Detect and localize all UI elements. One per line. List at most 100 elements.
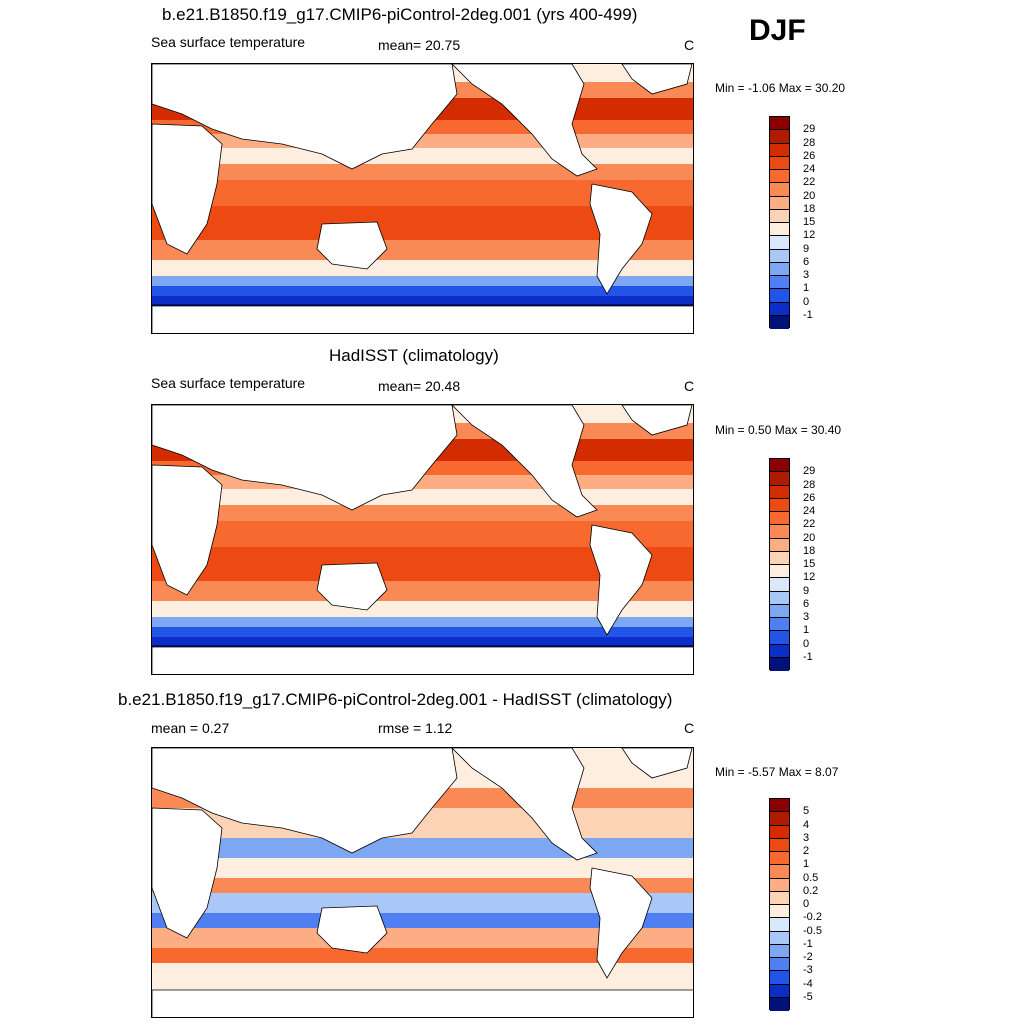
colorbar-level-label: 1 <box>803 858 810 871</box>
colorbar-swatch <box>770 618 789 632</box>
colorbar-level-label: 6 <box>803 255 810 268</box>
colorbar-swatch <box>770 236 789 250</box>
colorbar-level-label: 9 <box>803 242 810 255</box>
colorbar-level-label: 0 <box>803 637 810 650</box>
colorbar-level-label: 20 <box>803 189 816 202</box>
colorbar-swatch <box>770 958 789 972</box>
land-mass <box>152 807 223 939</box>
panel-1-colorbar <box>769 116 790 329</box>
colorbar-level-label: 12 <box>803 229 816 242</box>
panel-1-minmax: Min = -1.06 Max = 30.20 <box>715 81 846 95</box>
land-mass <box>152 305 693 333</box>
panel-2-left-label: Sea surface temperature <box>151 375 306 391</box>
land-mass <box>152 64 458 170</box>
colorbar-swatch <box>770 891 789 905</box>
ocean-band <box>152 286 693 296</box>
colorbar-swatch <box>770 551 789 565</box>
colorbar-level-label: 15 <box>803 216 816 228</box>
colorbar-swatch <box>770 997 789 1011</box>
panel-2-colorbar <box>769 458 790 671</box>
colorbar-swatch <box>770 117 789 131</box>
colorbar-level-label: 26 <box>803 491 816 504</box>
panel-1-sst-map <box>151 63 694 334</box>
panel-3-difference-map <box>151 747 694 1018</box>
panel-2-units: C <box>684 378 695 394</box>
colorbar-level-label: 28 <box>803 478 816 491</box>
colorbar-swatch <box>770 262 789 276</box>
ocean-band <box>152 505 693 521</box>
colorbar-swatch <box>770 209 789 223</box>
colorbar-swatch <box>770 143 789 157</box>
panel-3-units: C <box>684 720 695 736</box>
panel-1-units: C <box>684 37 695 53</box>
colorbar-swatch <box>770 472 789 486</box>
colorbar-swatch <box>770 223 789 237</box>
colorbar-swatch <box>770 276 789 290</box>
panel-1-left-label: Sea surface temperature <box>151 34 306 50</box>
colorbar-level-label: 22 <box>803 518 816 531</box>
panel-2-minmax: Min = 0.50 Max = 30.40 <box>715 423 842 437</box>
panel-3-rmse: rmse = 1.12 <box>378 720 453 736</box>
land-mass <box>621 405 693 436</box>
colorbar-level-label: 29 <box>803 465 816 478</box>
ocean-band <box>152 296 693 304</box>
colorbar-level-label: 5 <box>803 805 810 818</box>
colorbar-swatch <box>770 657 789 671</box>
ocean-band <box>152 260 693 276</box>
colorbar-swatch <box>770 631 789 645</box>
ocean-band <box>152 617 693 627</box>
colorbar-level-label: 29 <box>803 123 816 136</box>
ocean-band <box>152 858 693 878</box>
ocean-band <box>152 164 693 180</box>
ocean-band <box>152 893 693 913</box>
colorbar-level-label: 0.2 <box>803 884 819 897</box>
colorbar-level-label: 0 <box>803 295 810 308</box>
colorbar-level-label: 26 <box>803 149 816 162</box>
colorbar-level-label: -0.5 <box>803 924 822 937</box>
panel-1-title: b.e21.B1850.f19_g17.CMIP6-piControl-2deg… <box>162 5 638 24</box>
colorbar-swatch <box>770 812 789 826</box>
colorbar-swatch <box>770 249 789 263</box>
land-mass <box>152 646 693 674</box>
colorbar-level-label: 6 <box>803 597 810 610</box>
land-mass <box>589 524 653 636</box>
colorbar-level-label: -4 <box>803 977 813 990</box>
colorbar-level-label: 22 <box>803 176 816 189</box>
panel-3-minmax: Min = -5.57 Max = 8.07 <box>715 765 839 779</box>
ocean-band <box>152 627 693 637</box>
colorbar-level-label: 18 <box>803 544 816 557</box>
colorbar-level-label: -1 <box>803 937 813 950</box>
ocean-band <box>152 601 693 617</box>
colorbar-level-label: -1 <box>803 308 813 321</box>
colorbar-swatch <box>770 799 789 813</box>
colorbar-swatch <box>770 302 789 316</box>
land-mass <box>451 748 598 861</box>
ocean-band <box>152 913 693 928</box>
colorbar-swatch <box>770 591 789 605</box>
colorbar-level-label: 24 <box>803 163 816 175</box>
ocean-band <box>152 276 693 286</box>
colorbar-level-label: 3 <box>803 831 810 844</box>
colorbar-level-label: 0 <box>803 898 810 910</box>
ocean-band <box>152 637 693 645</box>
colorbar-swatch <box>770 984 789 998</box>
land-mass <box>152 123 223 255</box>
land-mass <box>621 748 693 779</box>
colorbar-level-label: 3 <box>803 611 810 623</box>
ocean-band <box>152 148 693 164</box>
ocean-band <box>152 581 693 601</box>
colorbar-level-label: 1 <box>803 624 810 637</box>
land-mass <box>152 989 693 1017</box>
ocean-band <box>152 928 693 948</box>
colorbar-swatch <box>770 905 789 919</box>
colorbar-swatch <box>770 196 789 210</box>
colorbar-swatch <box>770 918 789 932</box>
colorbar-level-label: 24 <box>803 505 816 517</box>
panel-2-mean: mean= 20.48 <box>378 378 461 394</box>
colorbar-swatch <box>770 498 789 512</box>
colorbar-level-label: -2 <box>803 951 813 963</box>
land-mass <box>152 748 458 854</box>
colorbar-swatch <box>770 156 789 170</box>
panel-1-mean: mean= 20.75 <box>378 37 461 53</box>
colorbar-swatch <box>770 538 789 552</box>
